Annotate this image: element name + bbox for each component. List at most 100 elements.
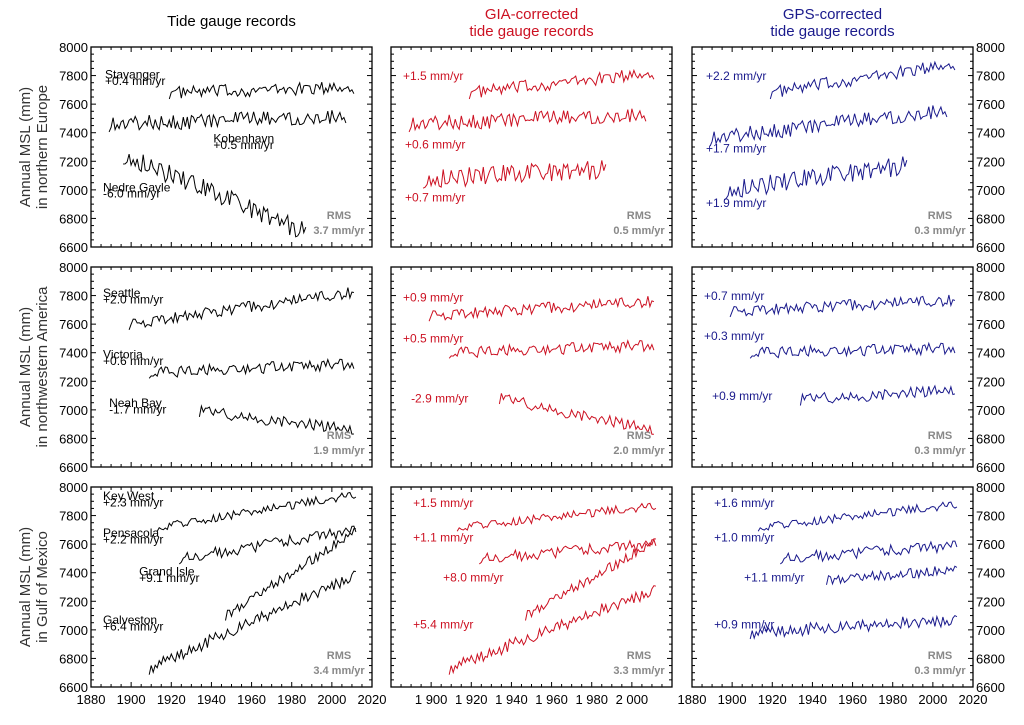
rate-label: -1.7 mm/yr	[109, 402, 166, 416]
series-line	[749, 614, 958, 640]
panel-frame	[691, 46, 974, 248]
x-tick-label: 1920	[758, 692, 787, 707]
station-label: Neah Bay	[109, 396, 162, 410]
y-tick-label: 8000	[976, 480, 1005, 495]
rate-label: +1.1 mm/yr	[744, 570, 804, 584]
y-tick-label: 6600	[976, 680, 1005, 695]
y-tick-label: 8000	[59, 260, 88, 275]
y-tick-label: 7800	[59, 69, 88, 84]
station-label: Pensacola	[103, 526, 159, 540]
rms-label: RMS	[627, 430, 651, 442]
y-tick-label: 7000	[59, 183, 88, 198]
y-tick-label: 7000	[976, 183, 1005, 198]
station-label: Kobenhavn	[213, 132, 274, 146]
panel: +1.5 mm/yr +0.6 mm/yr +0.7 mm/yr RMS 0.5 mm/…	[390, 46, 673, 248]
series-line	[108, 110, 347, 133]
rms-label: RMS	[928, 210, 952, 222]
rate-label: +0.6 mm/yr	[103, 354, 163, 368]
rate-label: +1.9 mm/yr	[706, 196, 766, 210]
y-tick-label: 7800	[976, 69, 1005, 84]
series-line	[128, 287, 354, 330]
series-line	[225, 528, 356, 621]
rate-label: +1.5 mm/yr	[413, 496, 473, 510]
y-tick-label: 7600	[59, 97, 88, 112]
x-tick-label: 1 960	[535, 692, 568, 707]
y-tick-label: 7800	[59, 509, 88, 524]
rate-label: -6.0 mm/yr	[103, 187, 160, 201]
rate-label: +0.7 mm/yr	[405, 190, 465, 204]
series-line	[478, 539, 657, 565]
rate-label: +1.5 mm/yr	[403, 69, 463, 83]
x-tick-label: 1960	[838, 692, 867, 707]
y-tick-label: 6800	[976, 651, 1005, 666]
x-tick-label: 1880	[678, 692, 707, 707]
series-line	[757, 501, 958, 532]
y-tick-label: 7400	[59, 126, 88, 141]
y-tick-label: 6600	[59, 460, 88, 475]
panel-frame	[390, 486, 673, 688]
y-tick-label: 8000	[59, 480, 88, 495]
series-line	[422, 160, 607, 189]
y-axis-label: in Gulf of Mexico	[34, 531, 51, 643]
series-line	[498, 393, 654, 435]
y-tick-label: 7600	[976, 537, 1005, 552]
y-tick-label: 6600	[976, 460, 1005, 475]
rate-label: +8.0 mm/yr	[443, 570, 503, 584]
column-title: GPS-corrected	[783, 6, 882, 23]
y-tick-label: 7600	[976, 97, 1005, 112]
rate-label: +1.6 mm/yr	[714, 496, 774, 510]
y-axis-label: in northern Europe	[34, 85, 51, 209]
series-line	[428, 296, 655, 322]
y-tick-label: 6600	[59, 240, 88, 255]
y-tick-label: 7800	[976, 289, 1005, 304]
rms-value: 3.4 mm/yr	[313, 665, 365, 677]
y-tick-label: 7200	[59, 154, 88, 169]
column-title: GIA-corrected	[485, 6, 578, 23]
y-tick-label: 7400	[59, 566, 88, 581]
y-tick-label: 7000	[976, 403, 1005, 418]
y-tick-label: 7200	[976, 594, 1005, 609]
rms-value: 0.3 mm/yr	[914, 445, 966, 457]
series-line	[408, 108, 647, 133]
series-line	[729, 294, 956, 318]
y-axis-label: Annual MSL (mm)	[17, 527, 34, 647]
x-tick-label: 1880	[77, 692, 106, 707]
panel: 6600 6800 7000 7200 7400 7600 7800 8000 Stavange…	[59, 40, 373, 255]
panel-frame	[691, 266, 974, 468]
rms-value: 1.9 mm/yr	[313, 445, 365, 457]
series-line	[148, 357, 355, 379]
rate-label: +0.4 mm/yr	[105, 74, 165, 88]
y-tick-label: 6800	[59, 431, 88, 446]
rms-label: RMS	[627, 650, 651, 662]
x-tick-label: 2020	[959, 692, 988, 707]
series-line	[826, 565, 958, 586]
series-line	[468, 68, 655, 100]
y-tick-label: 7200	[976, 154, 1005, 169]
y-tick-label: 7000	[976, 623, 1005, 638]
series-line	[709, 105, 948, 147]
x-tick-label: 1900	[117, 692, 146, 707]
rate-label: -2.9 mm/yr	[411, 392, 468, 406]
x-tick-label: 1 940	[495, 692, 528, 707]
x-tick-label: 1900	[718, 692, 747, 707]
y-tick-label: 7000	[59, 623, 88, 638]
rms-label: RMS	[327, 210, 351, 222]
y-tick-label: 7200	[976, 374, 1005, 389]
rate-label: +6.4 mm/yr	[103, 620, 163, 634]
x-tick-label: 2000	[317, 692, 346, 707]
rate-label: +2.0 mm/yr	[103, 292, 163, 306]
series-line	[198, 404, 354, 435]
rate-label: +0.7 mm/yr	[704, 289, 764, 303]
series-line	[723, 156, 908, 201]
panel: 1 900 1 920 1 940 1 960 1 980 2 000 +1.5 mm/yr…	[390, 486, 673, 707]
station-label: Stavanger	[105, 67, 160, 81]
series-line	[123, 153, 307, 238]
y-tick-label: 6800	[59, 651, 88, 666]
rate-label: +1.1 mm/yr	[413, 530, 473, 544]
rms-label: RMS	[928, 650, 952, 662]
rms-label: RMS	[627, 210, 651, 222]
series-line	[749, 341, 956, 359]
rate-label: +1.0 mm/yr	[714, 530, 774, 544]
y-tick-label: 7400	[976, 566, 1005, 581]
panel: 6600 6800 7000 7200 7400 7600 7800 8000 +0.7 mm/…	[691, 260, 1005, 475]
